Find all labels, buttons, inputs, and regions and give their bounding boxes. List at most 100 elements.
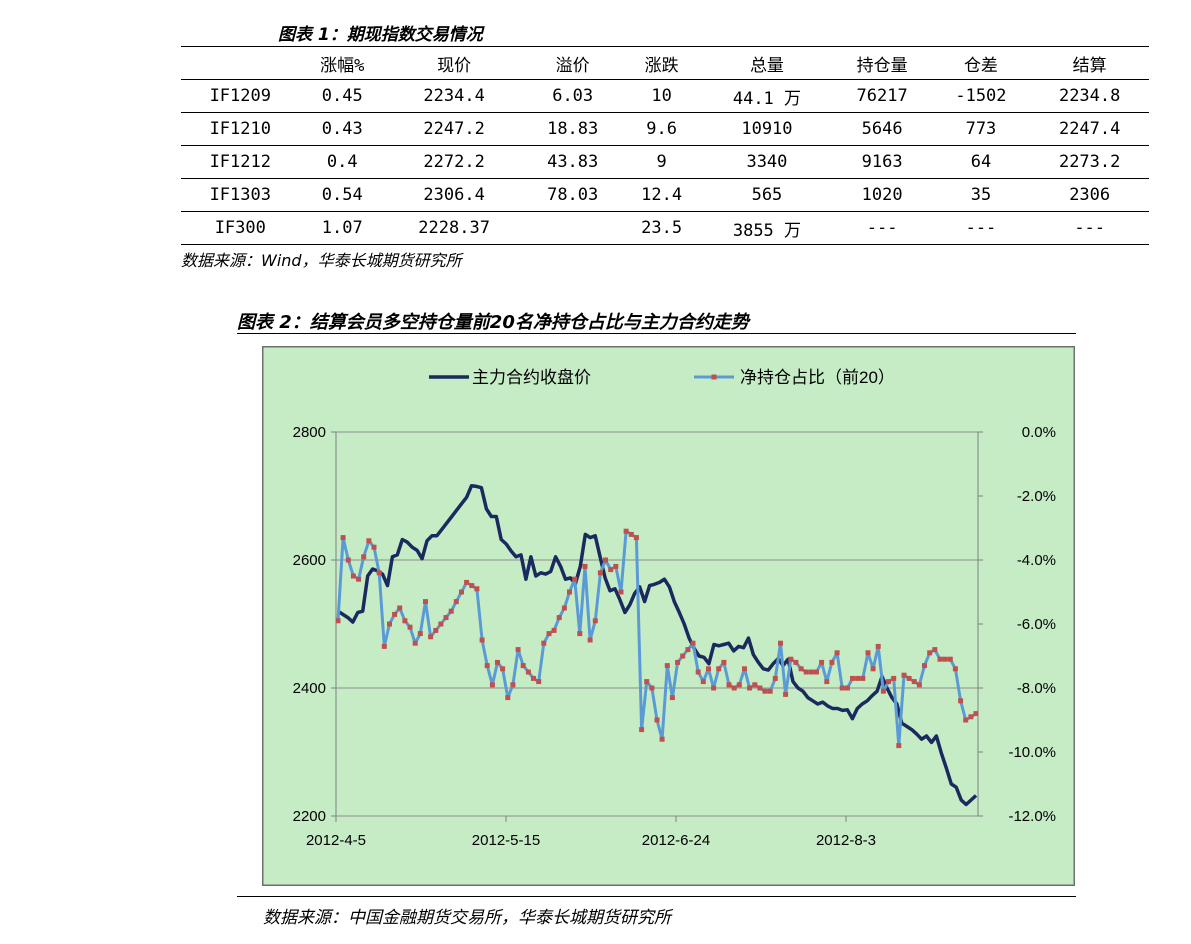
net-position-marker [433,627,439,633]
net-position-marker [778,640,783,646]
net-position-marker [505,695,511,701]
net-position-marker [968,714,974,720]
table-cell: 76217 [856,86,908,106]
net-position-marker [844,685,850,691]
net-position-marker [392,611,398,617]
net-position-marker [474,586,480,592]
table-cell: 0.45 [321,86,363,106]
table-cell: 9163 [861,152,903,172]
net-position-marker [541,640,547,646]
table-cell: 6.03 [552,86,594,106]
net-position-marker [896,743,902,749]
net-position-marker [814,669,819,675]
table-cell: 43.83 [547,152,599,172]
net-position-marker [711,685,717,691]
net-position-marker [608,567,614,573]
right-axis-tick-label: -10.0% [1008,744,1056,761]
table-row: IF1210 0.43 2247.2 18.83 9.6 10910 5646 … [181,113,1149,146]
net-position-marker [911,679,917,685]
table-cell: 2234.8 [1058,86,1121,106]
net-position-marker [654,717,660,723]
header-cell [181,47,300,80]
net-position-marker [592,618,598,624]
x-axis-tick-label: 2012-5-15 [472,832,540,849]
net-position-marker [752,682,758,688]
net-position-marker [407,624,413,630]
left-axis-tick-label: 2200 [293,808,326,825]
table-cell: 35 [970,185,992,205]
net-position-marker [958,698,964,704]
net-position-marker [577,631,583,637]
net-position-marker [798,666,804,672]
net-position-marker [772,675,778,681]
net-position-marker [603,557,608,563]
net-position-marker [875,643,881,649]
net-position-marker [381,643,387,649]
net-position-marker [356,576,362,582]
net-position-marker [706,666,711,672]
right-axis-tick-label: -6.0% [1017,616,1056,633]
table-cell: IF300 [214,218,266,238]
table-caption: 图表 1：期现指数交易情况 [278,25,483,45]
legend: 主力合约收盘价 净持仓占比（前20） [429,368,895,387]
net-position-marker [371,544,377,550]
net-position-marker [479,637,485,643]
net-position-marker [428,634,434,640]
net-position-marker [639,727,645,733]
table-cell: 1.07 [321,218,363,238]
table-cell: 2234.4 [423,86,485,106]
net-position-marker [536,679,542,685]
net-position-marker [757,685,763,691]
left-axis-tick-label: 2600 [293,552,326,569]
net-position-marker [942,656,948,662]
net-position-marker [469,583,475,589]
net-position-marker [916,682,922,688]
net-position-marker [880,688,886,694]
table-cell: IF1209 [209,86,271,106]
net-position-marker [613,563,619,569]
table-cell: 9 [656,152,667,172]
net-position-marker [973,711,979,717]
net-position-marker [803,669,809,675]
right-axis-tick-label: -2.0% [1017,488,1056,505]
net-position-marker [906,675,912,681]
chart-top-rule [237,333,1076,334]
net-position-marker [397,605,403,611]
left-axis-tick-label: 2400 [293,680,326,697]
table-cell: 78.03 [547,185,599,205]
net-position-marker [500,666,506,672]
table-cell: 2306.4 [423,185,485,205]
right-axis-tick-label: -8.0% [1017,680,1056,697]
net-position-marker [680,653,686,659]
net-position-marker [819,659,825,665]
table-row: IF1303 0.54 2306.4 78.03 12.4 565 1020 3… [181,179,1149,212]
table-cell: 3855 万 [732,220,802,241]
net-position-marker [350,573,356,579]
net-position-marker [669,695,675,701]
legend-net-position-marker [711,374,717,380]
net-position-marker [767,688,773,694]
net-position-marker [788,656,794,662]
table-cell: 10 [651,86,672,106]
grid-lines [336,431,978,817]
net-position-marker [860,675,866,681]
net-position-marker [443,615,449,621]
net-position-marker [582,563,588,569]
table-cell: 773 [965,119,997,139]
net-position-marker [572,576,578,582]
net-position-marker [618,589,624,595]
net-position-marker [633,535,639,541]
table-cell: 2247.2 [423,119,485,139]
net-position-marker [597,570,603,576]
net-position-marker [736,682,742,688]
net-position-marker [510,682,516,688]
net-position-marker [489,682,495,688]
left-axis-tick-label: 2800 [293,424,326,441]
right-axis-tick-label: -4.0% [1017,552,1056,569]
table-cell: 2273.2 [1058,152,1121,172]
legend-price-label: 主力合约收盘价 [472,368,591,387]
table-cell: 0.54 [321,185,363,205]
net-position-marker [556,615,562,621]
net-position-marker [366,538,372,544]
net-position-marker [448,608,454,614]
